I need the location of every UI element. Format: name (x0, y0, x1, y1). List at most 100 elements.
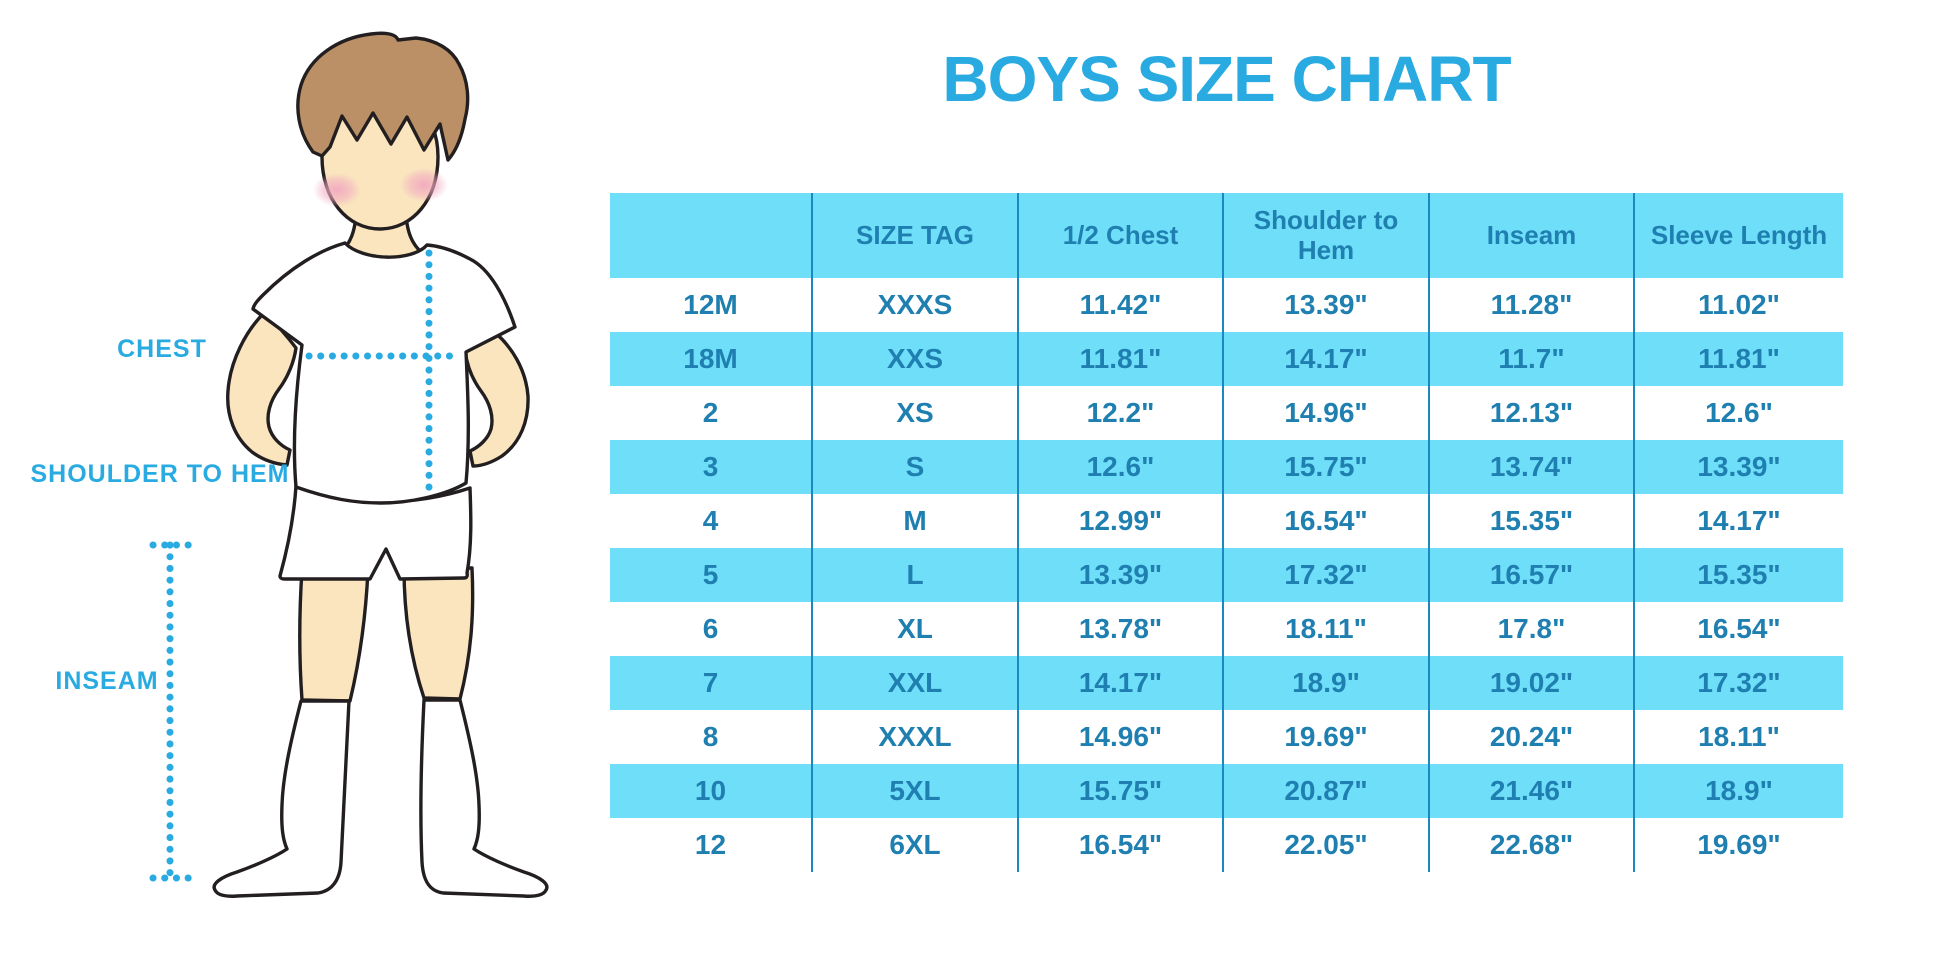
boy-blush-right (400, 168, 448, 202)
table-cell: 13.39" (1222, 278, 1428, 332)
table-cell: 16.54" (1222, 494, 1428, 548)
table-cell: 6XL (811, 818, 1017, 872)
inseam-label: INSEAM (55, 667, 159, 695)
table-row: 12M XXXS 11.42" 13.39" 11.28" 11.02" (610, 278, 1843, 332)
table-cell: 16.54" (1017, 818, 1222, 872)
table-cell: 18M (683, 343, 738, 374)
header-cell: Shoulder to Hem (1222, 193, 1428, 278)
table-cell: 22.68" (1428, 818, 1633, 872)
table-cell: 14.96" (1222, 386, 1428, 440)
table-cell: 11.28" (1428, 278, 1633, 332)
boy-hair (296, 31, 470, 162)
table-cell: 17.32" (1633, 656, 1843, 710)
table-cell: 19.69" (1633, 818, 1843, 872)
table-cell: 15.35" (1633, 548, 1843, 602)
table-cell: 15.35" (1428, 494, 1633, 548)
table-cell: 22.05" (1222, 818, 1428, 872)
table-cell: 7 (702, 667, 719, 698)
table-cell: 14.17" (1633, 494, 1843, 548)
table-cell: XL (811, 602, 1017, 656)
size-table-body: 12M XXXS 11.42" 13.39" 11.28" 11.02" 18M XXS 11.… (610, 278, 1843, 872)
table-cell: XXXL (811, 710, 1017, 764)
table-row: 18M XXS 11.81" 14.17" 11.7" 11.81" (610, 332, 1843, 386)
table-cell: 5 (702, 559, 719, 590)
table-cell: 21.46" (1428, 764, 1633, 818)
table-cell: 16.54" (1633, 602, 1843, 656)
table-cell: 17.8" (1428, 602, 1633, 656)
table-cell: 4 (702, 505, 719, 536)
header-cell: Inseam (1428, 193, 1633, 278)
table-cell: 3 (702, 451, 719, 482)
table-cell: 11.81" (1017, 332, 1222, 386)
table-cell: XXL (811, 656, 1017, 710)
table-row: 5 L 13.39" 17.32" 16.57" 15.35" (610, 548, 1843, 602)
header-cell (610, 193, 811, 278)
table-cell: 12.6" (1633, 386, 1843, 440)
table-row: 2 XS 12.2" 14.96" 12.13" 12.6" (610, 386, 1843, 440)
table-cell: 13.74" (1428, 440, 1633, 494)
table-cell: 20.87" (1222, 764, 1428, 818)
table-cell: 17.32" (1222, 548, 1428, 602)
boy-left-sock (212, 699, 351, 898)
table-cell: XXS (811, 332, 1017, 386)
table-cell: 12.99" (1017, 494, 1222, 548)
table-cell: 11.7" (1428, 332, 1633, 386)
table-cell: 12M (683, 289, 738, 320)
boy-left-leg (298, 568, 370, 703)
page-title: BOYS SIZE CHART (942, 43, 1511, 115)
boy-tshirt (251, 241, 517, 505)
table-cell: 11.42" (1017, 278, 1222, 332)
table-cell: 2 (702, 397, 719, 428)
chest-label: CHEST (117, 335, 207, 363)
table-cell: 13.78" (1017, 602, 1222, 656)
table-cell: 15.75" (1222, 440, 1428, 494)
table-row: 8 XXXL 14.96" 19.69" 20.24" 18.11" (610, 710, 1843, 764)
table-cell: 12 (694, 829, 727, 860)
table-cell: 18.9" (1222, 656, 1428, 710)
table-cell: 12.13" (1428, 386, 1633, 440)
table-cell: 20.24" (1428, 710, 1633, 764)
table-cell: S (811, 440, 1017, 494)
table-cell: 11.81" (1633, 332, 1843, 386)
table-row: 3 S 12.6" 15.75" 13.74" 13.39" (610, 440, 1843, 494)
table-cell: 12.6" (1017, 440, 1222, 494)
table-row: 10 5XL 15.75" 20.87" 21.46" 18.9" (610, 764, 1843, 818)
table-cell: 14.17" (1017, 656, 1222, 710)
table-cell: 18.11" (1222, 602, 1428, 656)
boy-right-arm (463, 328, 530, 468)
table-cell: 15.75" (1017, 764, 1222, 818)
table-row: 7 XXL 14.17" 18.9" 19.02" 17.32" (610, 656, 1843, 710)
size-table-header: SIZE TAG 1/2 Chest Shoulder to Hem Inseam Sl… (610, 193, 1843, 278)
table-cell: 14.17" (1222, 332, 1428, 386)
table-row: 4 M 12.99" 16.54" 15.35" 14.17" (610, 494, 1843, 548)
table-row: 12 6XL 16.54" 22.05" 22.68" 19.69" (610, 818, 1843, 872)
table-cell: 12.2" (1017, 386, 1222, 440)
header-cell: Sleeve Length (1633, 193, 1843, 278)
boy-illustration (149, 31, 549, 898)
table-cell: 18.9" (1633, 764, 1843, 818)
table-cell: 5XL (811, 764, 1017, 818)
boy-right-sock (419, 698, 549, 898)
table-cell: 13.39" (1017, 548, 1222, 602)
header-cell: SIZE TAG (811, 193, 1017, 278)
table-cell: 16.57" (1428, 548, 1633, 602)
table-cell: 11.02" (1633, 278, 1843, 332)
table-cell: 19.69" (1222, 710, 1428, 764)
table-cell: L (811, 548, 1017, 602)
shoulder-to-hem-label: SHOULDER TO HEM (30, 460, 290, 488)
table-cell: XS (811, 386, 1017, 440)
table-cell: 14.96" (1017, 710, 1222, 764)
header-cell: 1/2 Chest (1017, 193, 1222, 278)
table-cell: 18.11" (1633, 710, 1843, 764)
table-row: 6 XL 13.78" 18.11" 17.8" 16.54" (610, 602, 1843, 656)
size-table: SIZE TAG 1/2 Chest Shoulder to Hem Inseam Sl… (610, 193, 1843, 872)
table-cell: 19.02" (1428, 656, 1633, 710)
table-cell: 6 (702, 613, 719, 644)
table-cell: M (811, 494, 1017, 548)
table-cell: XXXS (811, 278, 1017, 332)
table-cell: 10 (694, 775, 727, 806)
boy-right-leg (402, 566, 475, 701)
table-cell: 13.39" (1633, 440, 1843, 494)
boy-left-arm (226, 309, 298, 467)
